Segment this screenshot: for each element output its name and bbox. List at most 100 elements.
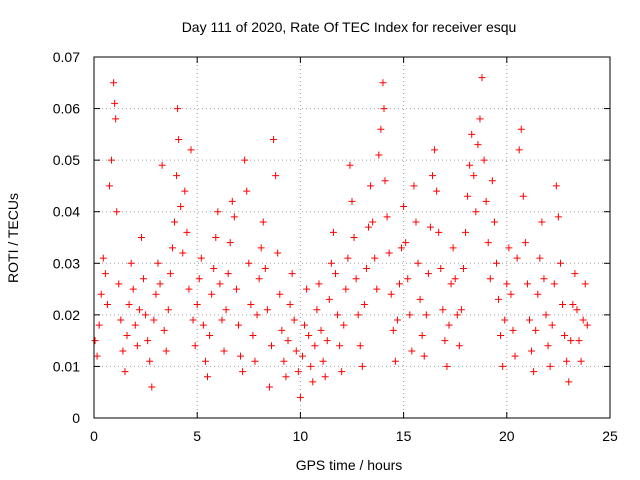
- data-point: [424, 270, 432, 278]
- data-point: [519, 192, 527, 200]
- data-point: [495, 295, 503, 303]
- data-point: [123, 331, 131, 339]
- data-point: [230, 213, 238, 221]
- x-tick-label: 0: [90, 428, 98, 444]
- data-point: [305, 331, 313, 339]
- data-point: [270, 136, 278, 144]
- data-point: [340, 321, 348, 329]
- data-point: [152, 290, 160, 298]
- data-point: [400, 203, 408, 211]
- data-point: [385, 249, 393, 257]
- data-point: [288, 270, 296, 278]
- data-point: [220, 347, 228, 355]
- data-point: [181, 187, 189, 195]
- data-point: [348, 197, 356, 205]
- data-point: [228, 197, 236, 205]
- data-point: [426, 223, 434, 231]
- data-point: [393, 316, 401, 324]
- data-point: [571, 270, 579, 278]
- data-point: [232, 285, 240, 293]
- chart-title: Day 111 of 2020, Rate Of TEC Index for r…: [182, 19, 517, 35]
- data-point: [307, 362, 315, 370]
- data-point: [548, 321, 556, 329]
- data-point: [158, 161, 166, 169]
- data-point: [517, 125, 525, 133]
- data-point: [111, 99, 119, 107]
- axis-ticks: 0 5 10 15 20 25 0 0.01 0.02 0.03 0.04 0.05 0.06 0.07: [53, 49, 618, 444]
- data-point: [501, 316, 509, 324]
- data-point: [449, 244, 457, 252]
- data-point: [581, 280, 589, 288]
- data-point: [466, 161, 474, 169]
- data-point: [234, 321, 242, 329]
- data-point: [210, 264, 218, 272]
- x-tick-label: 20: [499, 428, 515, 444]
- data-point: [150, 316, 158, 324]
- data-point: [268, 342, 276, 350]
- data-point: [387, 290, 395, 298]
- data-point: [342, 285, 350, 293]
- data-point: [286, 301, 294, 309]
- data-point: [503, 280, 511, 288]
- data-point: [383, 213, 391, 221]
- data-point: [418, 331, 426, 339]
- data-point: [369, 218, 377, 226]
- data-point: [257, 244, 265, 252]
- data-point: [445, 321, 453, 329]
- data-point: [175, 136, 183, 144]
- data-point: [112, 115, 120, 123]
- y-tick-label: 0.01: [53, 358, 80, 374]
- data-point: [573, 306, 581, 314]
- data-point: [108, 156, 116, 164]
- data-point: [173, 172, 181, 180]
- data-point: [93, 352, 101, 360]
- grid: [94, 57, 610, 418]
- plot-frame: [93, 56, 611, 419]
- y-tick-label: 0: [72, 410, 80, 426]
- data-point: [245, 259, 253, 267]
- data-point: [451, 275, 459, 283]
- data-point: [195, 275, 203, 283]
- data-point: [327, 259, 335, 267]
- data-point: [431, 146, 439, 154]
- data-point: [331, 270, 339, 278]
- data-point: [183, 228, 191, 236]
- data-point: [554, 213, 562, 221]
- data-point: [140, 275, 148, 283]
- data-point: [492, 259, 500, 267]
- data-point: [575, 337, 583, 345]
- data-point: [488, 177, 496, 185]
- data-point: [344, 254, 352, 262]
- data-point: [526, 316, 534, 324]
- data-point: [420, 352, 428, 360]
- data-point: [546, 362, 554, 370]
- data-point: [313, 306, 321, 314]
- data-point: [185, 285, 193, 293]
- data-point: [243, 187, 251, 195]
- data-point: [216, 280, 224, 288]
- data-point: [156, 280, 164, 288]
- data-point: [464, 192, 472, 200]
- data-point: [259, 218, 267, 226]
- data-point: [395, 280, 403, 288]
- data-point: [278, 326, 286, 334]
- data-point: [373, 285, 381, 293]
- data-point: [170, 218, 178, 226]
- data-point: [441, 337, 449, 345]
- data-point: [95, 321, 103, 329]
- data-point: [552, 182, 560, 190]
- data-point: [468, 130, 476, 138]
- data-point: [272, 172, 280, 180]
- data-point: [447, 280, 455, 288]
- data-point: [540, 275, 548, 283]
- data-point: [402, 239, 410, 247]
- data-point: [377, 125, 385, 133]
- data-point: [362, 264, 370, 272]
- data-point: [317, 326, 325, 334]
- data-point: [241, 156, 249, 164]
- data-point: [509, 326, 517, 334]
- data-point: [115, 280, 123, 288]
- data-point: [255, 275, 263, 283]
- data-point: [296, 393, 304, 401]
- data-point: [561, 331, 569, 339]
